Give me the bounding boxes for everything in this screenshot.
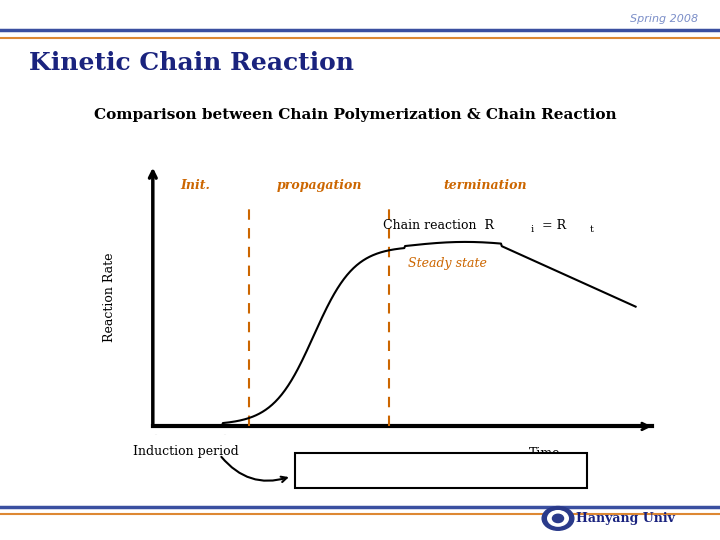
Text: In proportion to the O$_2$ concentration: In proportion to the O$_2$ concentration — [306, 462, 546, 478]
Text: Time: Time — [528, 448, 560, 461]
Text: = R: = R — [541, 219, 566, 232]
Text: termination: termination — [444, 179, 527, 192]
Text: Steady state: Steady state — [408, 258, 487, 271]
Text: Reaction Rate: Reaction Rate — [104, 252, 117, 342]
Text: i: i — [531, 225, 534, 234]
Text: Spring 2008: Spring 2008 — [630, 14, 698, 24]
Text: Kinetic Chain Reaction: Kinetic Chain Reaction — [29, 51, 354, 75]
FancyBboxPatch shape — [295, 453, 587, 488]
Text: Comparison between Chain Polymerization & Chain Reaction: Comparison between Chain Polymerization … — [94, 108, 616, 122]
Text: Induction period: Induction period — [133, 446, 239, 458]
Text: t: t — [590, 225, 594, 234]
Text: Init.: Init. — [181, 179, 211, 192]
Text: Chain reaction  R: Chain reaction R — [384, 219, 495, 232]
Text: Hanyang Univ: Hanyang Univ — [576, 512, 675, 525]
Text: propagation: propagation — [276, 179, 362, 192]
